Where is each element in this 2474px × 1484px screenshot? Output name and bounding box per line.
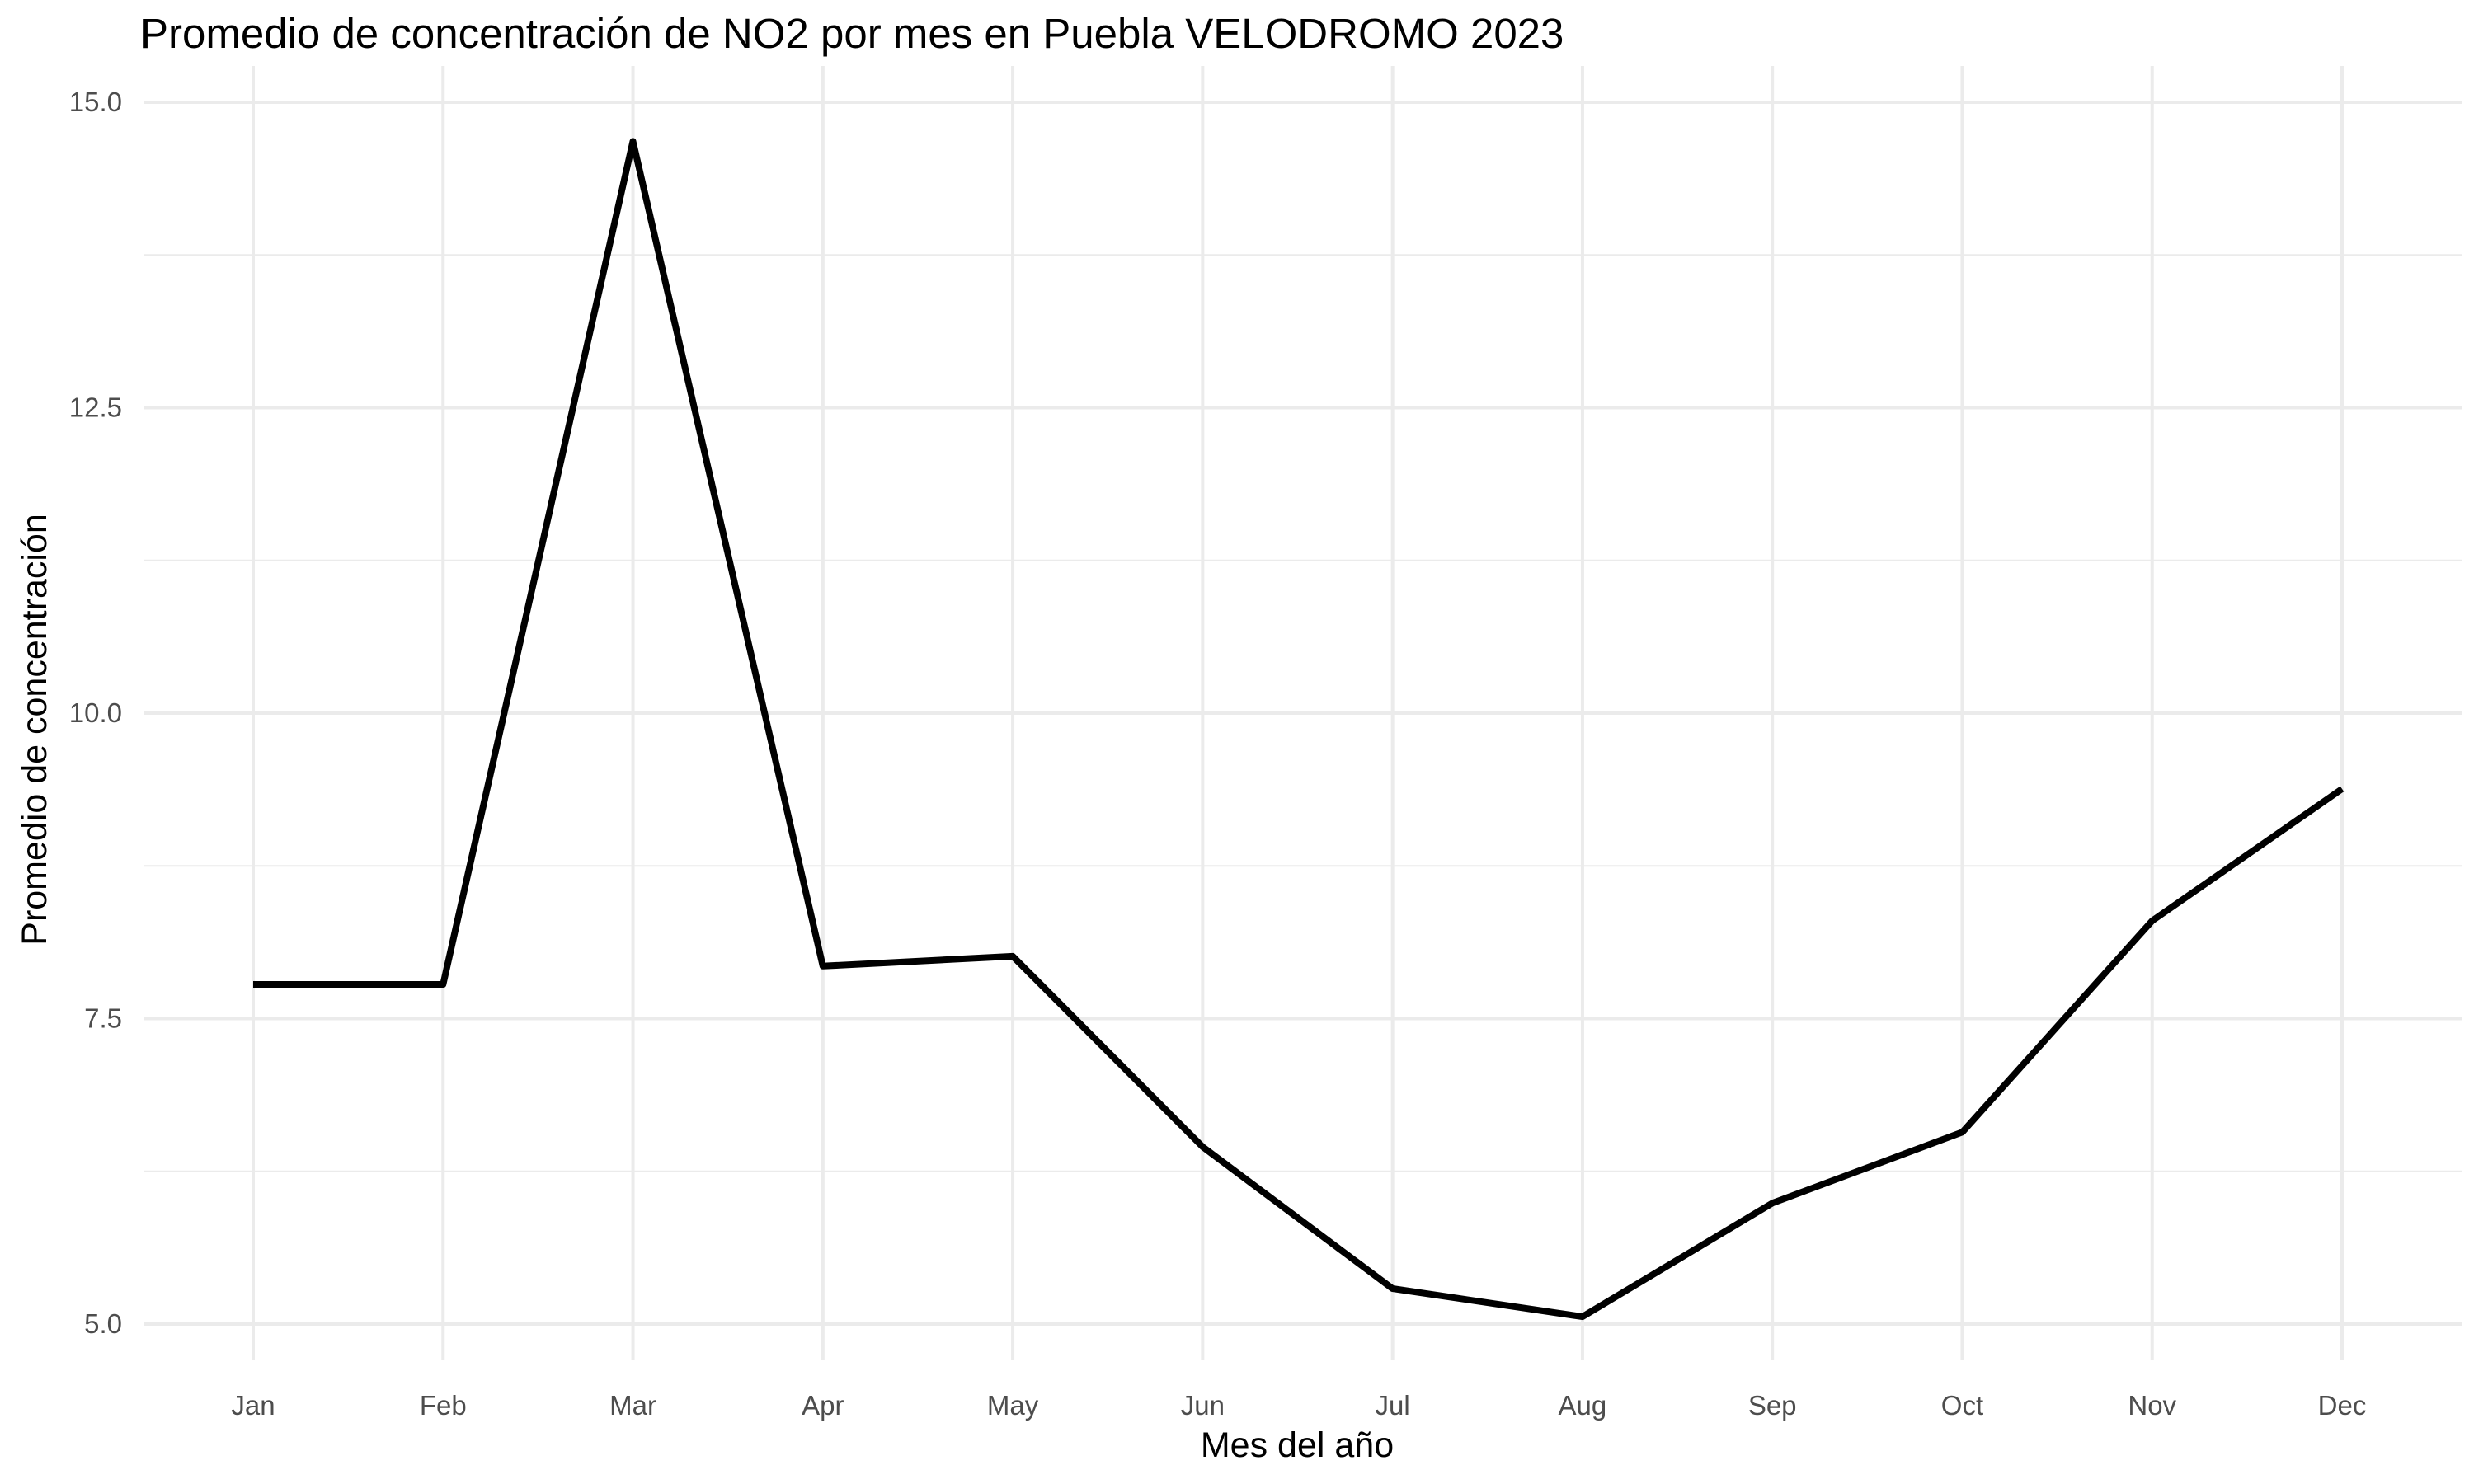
y-tick-label: 10.0 — [69, 697, 122, 728]
x-tick-label: Mar — [609, 1390, 656, 1421]
y-tick-label: 7.5 — [84, 1003, 122, 1034]
y-tick-label: 12.5 — [69, 392, 122, 423]
x-tick-label: Jul — [1376, 1390, 1410, 1421]
y-tick-label: 5.0 — [84, 1308, 122, 1339]
x-tick-label: Feb — [420, 1390, 467, 1421]
x-tick-label: Jun — [1181, 1390, 1225, 1421]
x-tick-label: Dec — [2318, 1390, 2367, 1421]
y-axis-title: Promedio de concentración — [15, 514, 54, 945]
x-tick-label: Oct — [1941, 1390, 1983, 1421]
x-tick-label: Nov — [2128, 1390, 2176, 1421]
x-tick-label: Jan — [231, 1390, 275, 1421]
data-series — [253, 138, 2345, 1321]
x-tick-label: Apr — [802, 1390, 844, 1421]
series-line — [253, 138, 2345, 1321]
chart-title: Promedio de concentración de NO2 por mes… — [140, 10, 1564, 57]
x-tick-label: Aug — [1559, 1390, 1607, 1421]
major-gridlines — [144, 66, 2462, 1360]
x-axis-tick-labels: Jan Feb Mar Apr May Jun Jul Aug Sep Oct Nov Dec — [231, 1390, 2366, 1421]
y-axis-tick-labels: 5.0 7.5 10.0 12.5 15.0 — [69, 87, 122, 1339]
x-tick-label: May — [987, 1390, 1039, 1421]
x-tick-label: Sep — [1748, 1390, 1797, 1421]
x-axis-title: Mes del año — [1201, 1425, 1394, 1465]
minor-gridlines — [144, 254, 2462, 1172]
y-tick-label: 15.0 — [69, 87, 122, 117]
